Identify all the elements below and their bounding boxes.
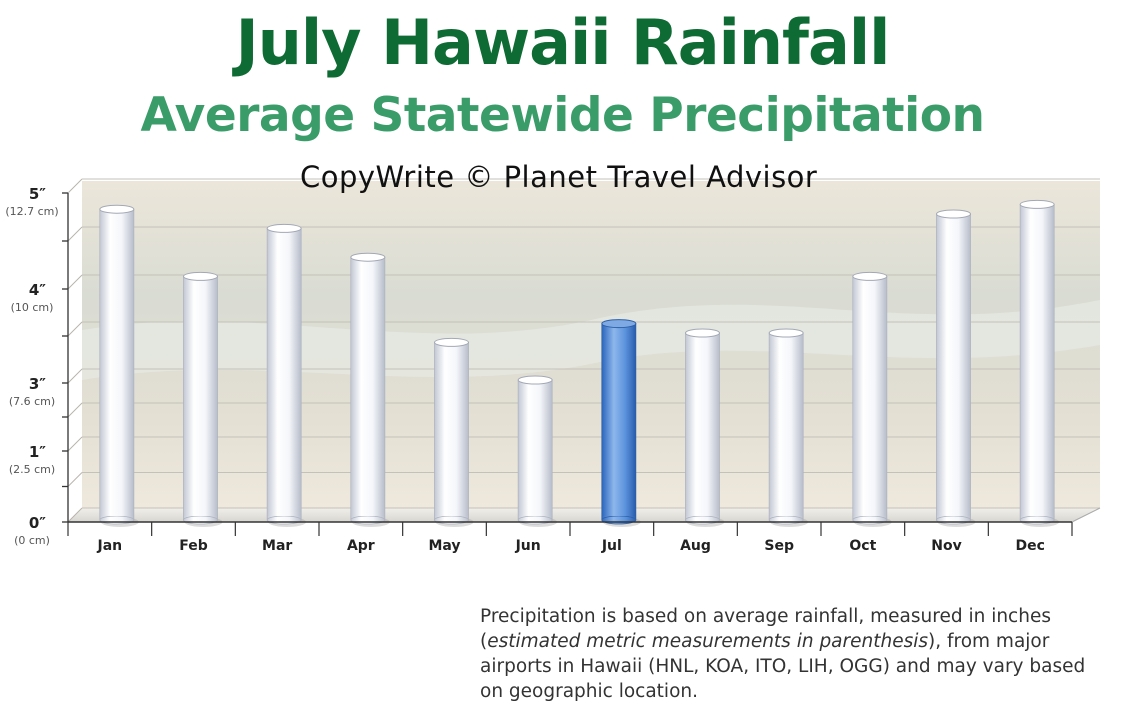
bar-base bbox=[685, 515, 720, 525]
wave-band bbox=[82, 300, 1100, 380]
bar-oct bbox=[852, 271, 892, 527]
bars bbox=[99, 199, 1060, 527]
bar-cap bbox=[936, 209, 971, 219]
bar-cap bbox=[517, 375, 553, 385]
x-tick-label: Jan bbox=[97, 538, 123, 554]
y-tick-sublabel: (7.6 cm) bbox=[9, 395, 55, 408]
y-axis: 0″ (0 cm) 1″ (2.5 cm) 3″ (7.6 cm) 4″ (10 cm) 5″ (… bbox=[5, 185, 69, 547]
bar-cap bbox=[266, 223, 302, 233]
bar-feb bbox=[183, 271, 223, 527]
bar-cap bbox=[434, 337, 469, 347]
plot-floor bbox=[68, 508, 1100, 522]
x-tick-label: Oct bbox=[849, 538, 876, 554]
x-tick-label: Mar bbox=[262, 538, 292, 554]
note-italic-text: estimated metric measurements in parenth… bbox=[487, 631, 929, 652]
bar-body bbox=[1020, 204, 1054, 516]
bar-cap bbox=[183, 271, 218, 281]
bar-body bbox=[351, 257, 385, 516]
bar-cap bbox=[768, 328, 804, 338]
plot-background bbox=[68, 181, 1100, 522]
x-axis: Jan Feb Mar Apr May Jun Jul Aug Sep Oct Nov Dec bbox=[67, 507, 1101, 554]
note-text-1: Precipitation is based on average rainfa… bbox=[480, 606, 1051, 652]
bar-base bbox=[99, 515, 135, 525]
gridline-side bbox=[67, 274, 83, 290]
bar-body bbox=[100, 209, 134, 516]
bar-may bbox=[434, 337, 474, 527]
bar-body bbox=[937, 214, 970, 516]
bar-cap bbox=[685, 328, 720, 338]
bar-mar bbox=[266, 223, 307, 527]
x-tick-label: Sep bbox=[764, 538, 794, 554]
y-tick-sublabel: (0 cm) bbox=[14, 534, 50, 547]
bar-base bbox=[517, 515, 553, 525]
bar-body bbox=[769, 333, 803, 516]
bar-cap bbox=[601, 319, 637, 329]
bar-jan bbox=[99, 204, 139, 527]
gridlines bbox=[67, 178, 1100, 523]
x-tick-label: Feb bbox=[179, 538, 208, 554]
bar-body bbox=[435, 342, 468, 516]
x-tick-label: Apr bbox=[347, 538, 375, 554]
note-text-2: ), from major airports in Hawaii (HNL, K… bbox=[480, 631, 1086, 702]
bar-base bbox=[183, 515, 218, 525]
bar-base bbox=[601, 515, 637, 525]
bar-cap bbox=[1019, 199, 1055, 209]
gridline-side bbox=[67, 436, 83, 452]
y-tick-sublabel: (10 cm) bbox=[11, 301, 54, 314]
x-tick-label: Aug bbox=[680, 538, 711, 554]
bar-base bbox=[350, 515, 386, 525]
x-tick-label: Jun bbox=[515, 538, 541, 554]
y-tick-label: 0″ bbox=[29, 514, 46, 532]
x-tick-label: May bbox=[428, 538, 460, 554]
x-tick-label: Dec bbox=[1015, 538, 1044, 554]
y-tick-label: 1″ bbox=[29, 443, 46, 461]
bar-base bbox=[1019, 515, 1055, 525]
y-tick-label: 3″ bbox=[29, 375, 46, 393]
bar-body bbox=[267, 228, 301, 516]
y-tick-label: 5″ bbox=[29, 185, 46, 203]
y-tick-label: 4″ bbox=[29, 281, 46, 299]
bar-base bbox=[852, 515, 888, 525]
x-tick-label: Jul bbox=[601, 538, 622, 554]
y-tick-sublabel: (12.7 cm) bbox=[5, 205, 58, 218]
copyright-notice: CopyWrite © Planet Travel Advisor bbox=[300, 160, 818, 194]
bar-jul bbox=[601, 319, 641, 527]
chart-subtitle: Average Statewide Precipitation bbox=[140, 88, 985, 143]
gridline-side bbox=[67, 178, 83, 194]
gridline-side bbox=[67, 321, 83, 337]
gridline-side bbox=[67, 226, 83, 242]
bar-base bbox=[434, 515, 469, 525]
bar-body bbox=[686, 333, 719, 516]
y-tick-sublabel: (2.5 cm) bbox=[9, 463, 55, 476]
gridline-side bbox=[67, 402, 83, 418]
bar-base bbox=[768, 515, 804, 525]
bar-cap bbox=[99, 204, 135, 214]
bar-body bbox=[602, 323, 636, 516]
bar-apr bbox=[350, 252, 390, 527]
bar-sep bbox=[768, 328, 809, 527]
bar-aug bbox=[685, 328, 725, 527]
x-tick-label: Nov bbox=[931, 538, 961, 554]
gridline-side bbox=[67, 472, 83, 487]
bar-cap bbox=[852, 271, 888, 281]
bar-cap bbox=[350, 252, 386, 262]
bar-jun bbox=[517, 375, 558, 527]
gridline-side bbox=[67, 507, 83, 523]
floor-edge bbox=[1071, 507, 1101, 523]
methodology-note: Precipitation is based on average rainfa… bbox=[480, 604, 1092, 704]
bar-base bbox=[936, 515, 971, 525]
bar-nov bbox=[936, 209, 976, 527]
bar-body bbox=[518, 380, 552, 516]
gridline-side bbox=[67, 368, 83, 384]
chart-title: July Hawaii Rainfall bbox=[235, 6, 891, 79]
bar-base bbox=[266, 515, 302, 525]
bar-body bbox=[184, 276, 217, 516]
bar-body bbox=[853, 276, 887, 516]
bar-dec bbox=[1019, 199, 1060, 527]
